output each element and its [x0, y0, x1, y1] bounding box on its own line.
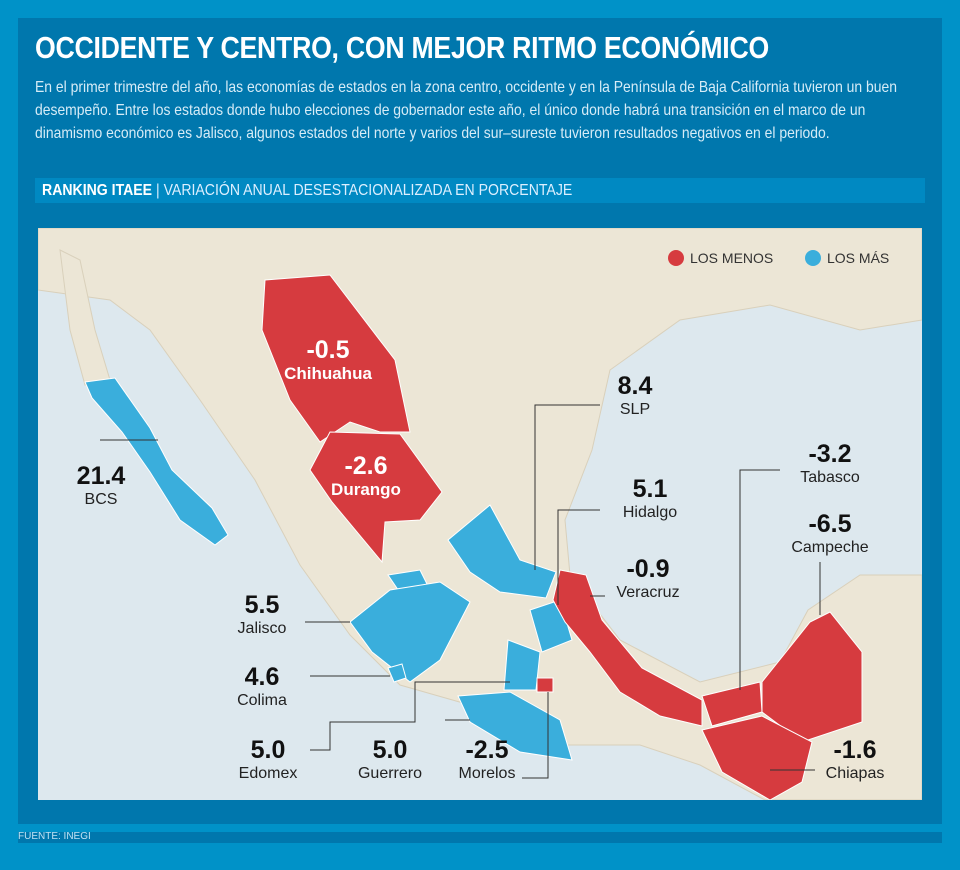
state-name: Campeche: [791, 539, 869, 556]
legend-worst-label: LOS MENOS: [690, 250, 774, 266]
label-edomex: 5.0 Edomex: [239, 736, 298, 784]
label-hidalgo: 5.1 Hidalgo: [623, 475, 677, 523]
label-tabasco: -3.2 Tabasco: [800, 440, 860, 488]
label-campeche: -6.5 Campeche: [791, 510, 868, 558]
label-chihuahua: -0.5 Chihuahua: [284, 336, 372, 384]
label-bcs: 21.4 BCS: [77, 462, 126, 510]
ranking-subtitle: VARIACIÓN ANUAL DESESTACIONALIZADA EN PO…: [163, 182, 573, 199]
state-name: Hidalgo: [622, 504, 678, 521]
label-jalisco: 5.5 Jalisco: [238, 591, 287, 639]
state-veracruz: [552, 569, 703, 727]
state-name: Guerrero: [357, 765, 423, 782]
red-dot-icon: [668, 250, 684, 266]
value: -3.2: [808, 440, 852, 468]
intro-text: En el primer trimestre del año, las econ…: [35, 79, 898, 142]
state-colima: [387, 663, 407, 683]
label-chiapas: -1.6 Chiapas: [826, 736, 885, 784]
footer-bar: FUENTE: INEGI: [18, 831, 942, 843]
legend-worst: LOS MENOS: [668, 250, 773, 266]
page-title: OCCIDENTE Y CENTRO, CON MEJOR RITMO ECON…: [35, 30, 769, 65]
legend-best: LOS MÁS: [805, 250, 889, 266]
state-bcs: [84, 377, 229, 546]
state-morelos: [536, 677, 554, 693]
label-morelos: -2.5 Morelos: [459, 736, 516, 784]
ranking-bar: RANKING ITAEE | VARIACIÓN ANUAL DESESTAC…: [35, 178, 925, 203]
state-name: Edomex: [238, 765, 298, 782]
state-guerrero: [457, 691, 573, 761]
state-name: Morelos: [458, 765, 516, 782]
state-name: SLP: [619, 401, 651, 418]
value: 5.0: [250, 736, 286, 764]
state-name: BCS: [84, 491, 118, 508]
state-name: Tabasco: [800, 469, 860, 486]
label-colima: 4.6 Colima: [237, 663, 287, 711]
state-chiapas: [701, 715, 813, 800]
state-name: Veracruz: [616, 584, 680, 601]
leader-lines: [100, 404, 821, 779]
state-slp: [447, 504, 557, 599]
value: 8.4: [617, 372, 653, 400]
state-name: Jalisco: [237, 620, 287, 637]
value: -1.6: [833, 736, 877, 764]
state-edomex: [503, 639, 541, 691]
value: 4.6: [244, 663, 280, 691]
value: 5.5: [244, 591, 280, 619]
value: -6.5: [808, 510, 852, 538]
state-campeche: [761, 611, 863, 743]
ranking-separator: |: [156, 182, 160, 199]
value: 5.0: [372, 736, 408, 764]
state-chihuahua: [261, 274, 411, 443]
label-veracruz: -0.9 Veracruz: [616, 555, 679, 603]
state-jalisco: [349, 581, 471, 683]
value: 21.4: [76, 462, 126, 490]
state-name: Colima: [237, 692, 287, 709]
mexico-map: [38, 228, 922, 800]
state-name: Durango: [331, 480, 401, 499]
legend-best-label: LOS MÁS: [827, 250, 890, 266]
label-guerrero: 5.0 Guerrero: [358, 736, 422, 784]
blue-dot-icon: [805, 250, 821, 266]
value: -2.5: [465, 736, 509, 764]
value: -0.9: [626, 555, 670, 583]
value: 5.1: [632, 475, 668, 503]
label-slp: 8.4 SLP: [618, 372, 653, 420]
state-durango: [309, 431, 443, 564]
state-name: Chihuahua: [284, 364, 372, 383]
state-name: Chiapas: [825, 765, 885, 782]
ranking-label: RANKING ITAEE: [42, 182, 153, 199]
label-durango: -2.6 Durango: [331, 452, 401, 500]
source-text: FUENTE: INEGI: [18, 831, 91, 842]
value: -0.5: [306, 336, 350, 364]
value: -2.6: [344, 452, 388, 480]
